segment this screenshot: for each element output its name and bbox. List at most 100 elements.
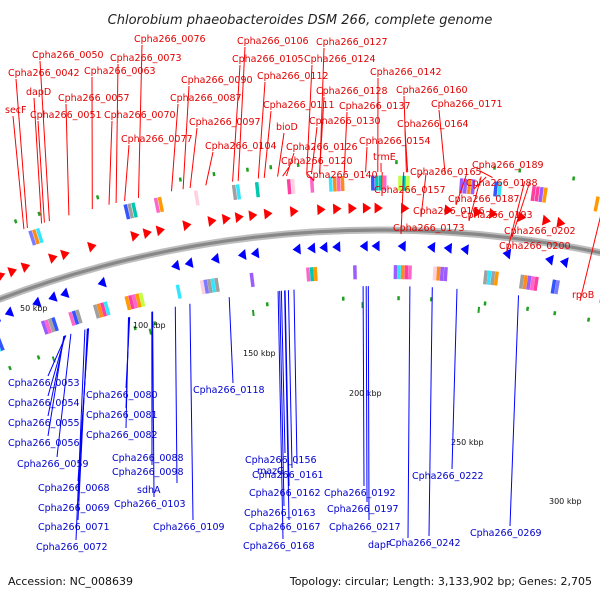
forward-label-connector bbox=[39, 60, 50, 222]
reverse-label-connector bbox=[174, 306, 178, 484]
reverse-gene-label: Cpha266_0168 bbox=[243, 541, 315, 552]
forward-label-connector bbox=[257, 81, 266, 179]
reverse-gene-label: Cpha266_0098 bbox=[112, 467, 184, 478]
reverse-gene-label: Cpha266_0072 bbox=[36, 542, 108, 553]
forward-gene-label: Cpha266_0202 bbox=[504, 226, 576, 237]
forward-gene-arrow bbox=[20, 262, 31, 273]
forward-gene-label: secF bbox=[5, 105, 26, 116]
forward-gene-label: Cpha266_0104 bbox=[205, 141, 277, 152]
reverse-gene-arrow bbox=[0, 318, 2, 322]
forward-gene-label: dapD bbox=[26, 87, 51, 98]
forward-gene-label: Cpha266_0137 bbox=[339, 101, 411, 112]
forward-gene-arrow bbox=[400, 202, 410, 214]
reverse-gene-label: Cpha266_0197 bbox=[327, 504, 399, 515]
cog-block bbox=[44, 319, 53, 334]
genome-title: Chlorobium phaeobacteroides DSM 266, com… bbox=[108, 13, 493, 28]
reverse-gene-label: sdhA bbox=[137, 485, 161, 496]
reverse-gene-arrow bbox=[4, 306, 15, 317]
cog-block bbox=[40, 320, 49, 335]
reverse-label-connector bbox=[293, 289, 298, 465]
rna-mark bbox=[493, 165, 496, 170]
cog-block bbox=[235, 184, 242, 200]
forward-gene-label: Cpha266_0157 bbox=[374, 185, 446, 196]
reverse-gene-arrow bbox=[32, 296, 42, 308]
forward-label-connector bbox=[455, 175, 467, 206]
forward-gene-label: Cpha266_0126 bbox=[286, 142, 358, 153]
cog-block bbox=[309, 267, 315, 282]
forward-gene-label: Cpha266_0070 bbox=[104, 110, 176, 121]
cog-block bbox=[538, 186, 544, 203]
forward-gene-label: Cpha266_0164 bbox=[397, 119, 469, 130]
cog-block bbox=[328, 176, 333, 192]
reverse-gene-arrow bbox=[359, 240, 368, 252]
reverse-gene-label: Cpha266_0056 bbox=[8, 438, 80, 449]
scale-tick-label: 150 kbp bbox=[243, 349, 276, 358]
forward-gene-label: Cpha266_0120 bbox=[281, 156, 353, 167]
forward-gene-label: Cpha266_0160 bbox=[396, 85, 468, 96]
reverse-label-connector bbox=[509, 295, 519, 527]
rna-mark bbox=[178, 177, 182, 182]
forward-gene-label: trmE bbox=[373, 152, 396, 163]
cog-block bbox=[92, 304, 101, 319]
forward-gene-arrow bbox=[207, 216, 217, 227]
forward-gene-arrow bbox=[60, 249, 70, 261]
reverse-gene-label: Cpha266_0269 bbox=[470, 528, 542, 539]
forward-gene-label: Cpha266_0124 bbox=[304, 54, 376, 65]
forward-label-connector bbox=[417, 172, 423, 179]
reverse-gene-label: Cpha266_0082 bbox=[86, 430, 158, 441]
forward-gene-arrow bbox=[374, 202, 383, 214]
reverse-label-connector bbox=[280, 290, 286, 454]
cog-block bbox=[470, 179, 476, 195]
scale-ticks: 50 kbp 100 kbp 150 kbp 200 kbp 250 kbp 300 kb… bbox=[20, 302, 582, 506]
rna-mark bbox=[553, 311, 557, 316]
reverse-gene-arrow bbox=[210, 252, 220, 264]
cog-block bbox=[71, 310, 80, 325]
rna-mark bbox=[133, 325, 137, 331]
reverse-gene-label: Cpha266_0163 bbox=[244, 508, 316, 519]
cog-block bbox=[486, 270, 492, 285]
genome-backbone bbox=[0, 226, 600, 303]
cog-block bbox=[397, 265, 401, 280]
cog-block bbox=[123, 204, 131, 220]
rna-mark bbox=[8, 365, 12, 371]
forward-gene-label: Cpha266_0087 bbox=[170, 93, 242, 104]
cog-block bbox=[382, 175, 387, 191]
forward-gene-arrow bbox=[263, 208, 273, 220]
cog-block bbox=[336, 176, 341, 192]
rna-mark bbox=[296, 162, 300, 167]
cog-block bbox=[313, 266, 318, 282]
reverse-label-connector bbox=[428, 287, 433, 537]
cog-block bbox=[0, 336, 5, 351]
reverse-label-connector bbox=[367, 286, 370, 521]
rna-mark bbox=[572, 176, 576, 181]
forward-gene-arrow bbox=[317, 204, 326, 216]
cog-block bbox=[432, 266, 437, 281]
forward-label-connector bbox=[579, 216, 600, 302]
cog-block bbox=[493, 181, 499, 197]
cog-block bbox=[128, 294, 135, 310]
reverse-gene-arrow bbox=[332, 241, 341, 253]
forward-gene-label: Cpha266_0063 bbox=[84, 66, 156, 77]
forward-label-connector bbox=[33, 97, 43, 224]
reverse-gene-arrow bbox=[307, 242, 316, 254]
forward-gene-label: Cpha266_0051 bbox=[30, 110, 102, 121]
reverse-gene-arrow bbox=[250, 247, 260, 259]
reverse-label-connector bbox=[407, 286, 411, 539]
forward-label-connector bbox=[311, 126, 318, 175]
cog-block bbox=[68, 311, 76, 327]
cog-block bbox=[534, 186, 540, 202]
cog-block bbox=[550, 279, 557, 294]
cog-block bbox=[439, 266, 445, 281]
reverse-gene-label: Cpha266_0080 bbox=[86, 390, 158, 401]
rna-mark bbox=[36, 355, 41, 360]
reverse-gene-arrow bbox=[397, 240, 406, 252]
forward-gene-label: Cpha266_0106 bbox=[237, 36, 309, 47]
reverse-gene-label: dapF bbox=[368, 540, 391, 551]
forward-label-connector bbox=[205, 151, 214, 186]
cog-block bbox=[458, 178, 464, 194]
accession-label: Accession: NC_008639 bbox=[8, 575, 133, 588]
cog-block bbox=[47, 318, 56, 333]
forward-gene-label: Cpha266_0166 bbox=[413, 206, 485, 217]
forward-gene-label: Cpha266_0128 bbox=[316, 86, 388, 97]
